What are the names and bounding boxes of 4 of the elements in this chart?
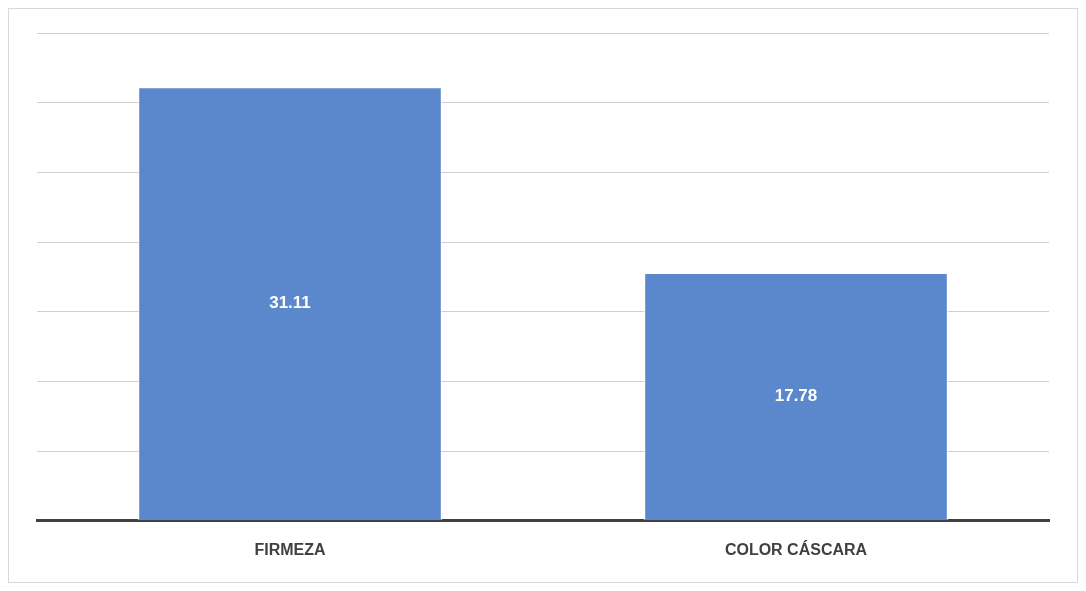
data-label: 17.78 bbox=[774, 386, 818, 406]
x-tick-label: FIRMEZA bbox=[254, 540, 326, 558]
x-tick-label: COLOR CÁSCARA bbox=[724, 539, 868, 558]
data-label: 31.11 bbox=[269, 293, 311, 313]
